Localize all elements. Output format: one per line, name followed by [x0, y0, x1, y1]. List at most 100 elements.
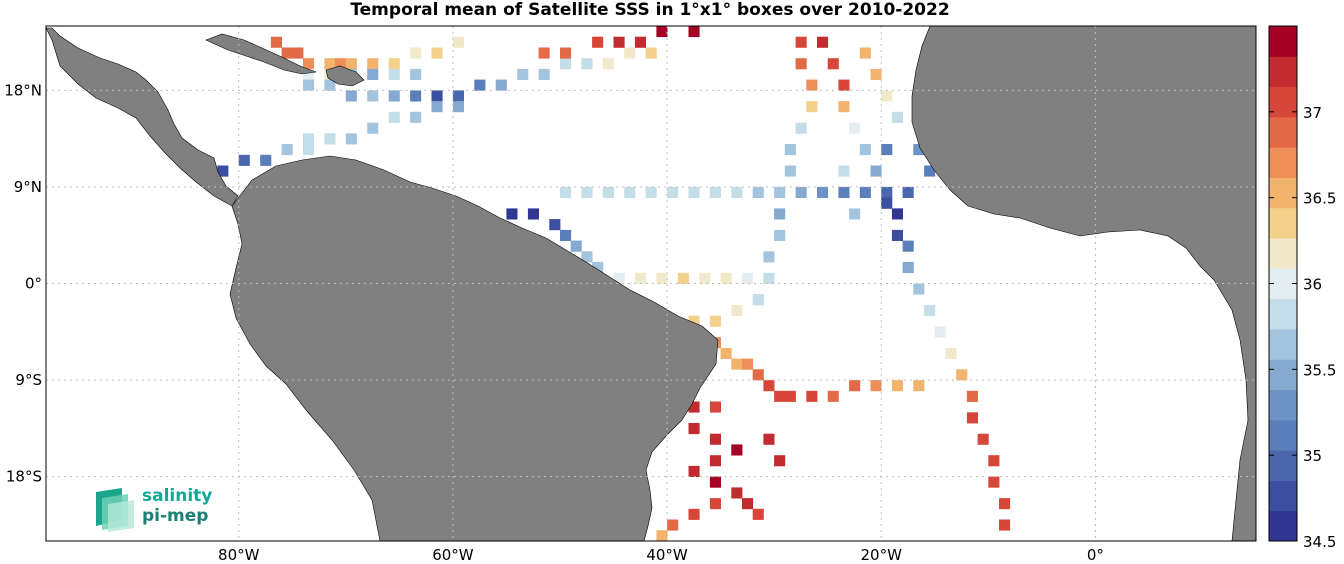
sss-cell [602, 186, 614, 198]
sss-cell [688, 465, 700, 477]
sss-cell [795, 36, 807, 48]
sss-cell [292, 47, 304, 59]
sss-cell [688, 401, 700, 413]
sss-cell [763, 272, 775, 284]
sss-cell [720, 272, 732, 284]
longitude-labels: 80°W 60°W 40°W 20°W 0° [218, 546, 1104, 564]
sss-cell [410, 47, 422, 59]
sss-cell [452, 36, 464, 48]
sss-cell [774, 229, 786, 241]
sss-cell [966, 412, 978, 424]
sss-cell [806, 101, 818, 113]
sss-cell [806, 79, 818, 91]
sss-cell [966, 390, 978, 402]
colorbar-segment [1269, 207, 1297, 239]
sss-cell [688, 26, 700, 38]
sss-cell [581, 251, 593, 263]
sss-cell [838, 186, 850, 198]
sss-cell [452, 90, 464, 102]
sss-cell [999, 498, 1011, 510]
cuba-island [205, 33, 317, 75]
longitude-label: 20°W [861, 546, 903, 564]
sss-cell [431, 90, 443, 102]
colorbar-tick-label: 37 [1303, 104, 1322, 122]
latitude-label: 9°S [15, 371, 42, 389]
sss-cell [624, 186, 636, 198]
sss-cell [527, 208, 539, 220]
sss-cell [891, 380, 903, 392]
sss-cell [634, 272, 646, 284]
sss-cell [731, 358, 743, 370]
sss-cell [570, 240, 582, 252]
sss-cell [752, 294, 764, 306]
sss-cell [345, 58, 357, 70]
longitude-label: 60°W [432, 546, 474, 564]
sss-cell [784, 165, 796, 177]
sss-cell [560, 47, 572, 59]
sss-cell [506, 208, 518, 220]
sss-cell [303, 79, 315, 91]
sss-cell [817, 186, 829, 198]
sss-cell [795, 122, 807, 134]
sss-cell [538, 68, 550, 80]
sss-cell [667, 186, 679, 198]
colorbar-segment [1269, 298, 1297, 330]
sss-cell [977, 433, 989, 445]
sss-cell [838, 79, 850, 91]
sss-cell [849, 122, 861, 134]
sss-cell [656, 530, 668, 541]
sss-cell [677, 272, 689, 284]
sss-cell [988, 455, 1000, 467]
sss-cell [388, 58, 400, 70]
sss-cell [763, 380, 775, 392]
sss-cell [891, 229, 903, 241]
sss-cell [281, 47, 293, 59]
sss-cell [560, 229, 572, 241]
sss-cell [324, 58, 336, 70]
colorbar-segment [1269, 510, 1297, 542]
colorbar-segment [1269, 56, 1297, 88]
sss-cell [645, 186, 657, 198]
sss-cell [731, 186, 743, 198]
logo-wordmark: salinity pi-mep [142, 486, 213, 526]
sss-cell [870, 380, 882, 392]
logo-mark-icon [96, 488, 134, 532]
sss-cell [410, 68, 422, 80]
land-mask [46, 26, 1256, 541]
longitude-label: 80°W [218, 546, 260, 564]
sss-cell [560, 186, 572, 198]
sss-cell [709, 476, 721, 488]
africa-landmass [911, 26, 1256, 541]
sss-cell [367, 68, 379, 80]
colorbar-segment [1269, 419, 1297, 451]
salinity-pi-mep-logo: salinity pi-mep [92, 486, 232, 534]
sss-cell [388, 90, 400, 102]
south-america-landmass [229, 155, 719, 541]
sss-cell [624, 47, 636, 59]
sss-cell [345, 133, 357, 145]
sss-cell [549, 219, 561, 231]
sss-cell [913, 380, 925, 392]
sss-cell [324, 133, 336, 145]
sss-cell [645, 47, 657, 59]
sss-cell [784, 144, 796, 156]
colorbar-segment [1269, 147, 1297, 178]
sss-cell [838, 165, 850, 177]
sss-cell [345, 90, 357, 102]
sss-cell [431, 101, 443, 113]
sss-cell [688, 315, 700, 327]
colorbar-segment [1269, 238, 1297, 269]
sss-cell [870, 68, 882, 80]
sss-cell [774, 208, 786, 220]
sss-cell [602, 58, 614, 70]
sss-cell [495, 79, 507, 91]
sss-cell [410, 90, 422, 102]
sss-cell [303, 58, 315, 70]
sss-cell [859, 186, 871, 198]
sss-cell [709, 401, 721, 413]
sss-cell [742, 358, 754, 370]
colorbar-tick-label: 35 [1303, 447, 1322, 465]
sss-cell [752, 508, 764, 520]
sss-cell [742, 498, 754, 510]
